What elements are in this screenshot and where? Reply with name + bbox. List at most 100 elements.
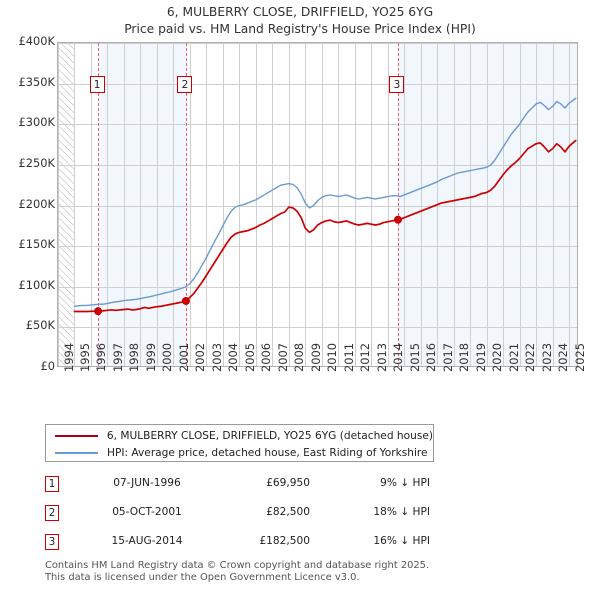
x-axis-tick-label: 2019 — [473, 343, 488, 372]
transaction-date: 15-AUG-2014 — [111, 535, 183, 547]
transaction-price: £182,500 — [259, 535, 310, 547]
x-axis-tick-label: 2013 — [374, 343, 389, 372]
chart-gridline-horizontal — [58, 84, 577, 85]
event-marker-line — [185, 43, 187, 366]
legend-label-property: 6, MULBERRY CLOSE, DRIFFIELD, YO25 6YG (… — [106, 429, 433, 442]
y-axis-tick-label: £50K — [25, 318, 55, 333]
legend-swatch-property — [55, 434, 98, 437]
x-axis-tick-label: 2015 — [407, 343, 422, 372]
x-axis-tick-label: 1998 — [127, 343, 142, 372]
x-axis-tick-label: 2024 — [556, 343, 571, 372]
footer-line-2: This data is licensed under the Open Gov… — [45, 571, 360, 583]
sale-point-marker[interactable] — [94, 307, 103, 316]
chart-gridline-vertical — [206, 43, 207, 366]
x-axis-tick-label: 1997 — [110, 343, 125, 372]
chart-gridline-horizontal — [58, 165, 577, 166]
transaction-index: 1 — [45, 476, 59, 492]
event-marker-line — [98, 43, 100, 366]
footer-line-1: Contains HM Land Registry data © Crown c… — [45, 560, 430, 571]
chart-series-layer — [58, 43, 578, 316]
x-axis-tick-label: 2006 — [259, 343, 274, 372]
x-axis-tick-label: 2014 — [391, 343, 406, 372]
y-axis-labels: £0 £50K £100K £150K £200K £250K £300K £350K £400… — [0, 0, 55, 590]
chart-gridline-vertical — [272, 43, 273, 366]
chart-gridline-vertical — [305, 43, 306, 366]
transaction-price: £82,500 — [266, 506, 310, 518]
chart-gridline-vertical — [239, 43, 240, 366]
x-axis-tick-label: 1996 — [94, 343, 109, 372]
x-axis-tick-label: 2001 — [176, 343, 191, 372]
x-axis-tick-label: 2021 — [506, 343, 521, 372]
y-axis-tick-label: £250K — [18, 155, 55, 170]
y-axis-tick-label: £0 — [40, 359, 56, 373]
event-marker-badge[interactable]: 2 — [177, 76, 193, 93]
transaction-index: 2 — [45, 505, 59, 521]
chart-gridline-vertical — [124, 43, 125, 366]
y-axis-tick-label: £100K — [18, 277, 55, 292]
event-marker-badge[interactable]: 3 — [389, 76, 405, 93]
chart-gridline-vertical — [107, 43, 108, 366]
x-axis-tick-label: 2000 — [160, 343, 175, 372]
chart-gridline-vertical — [470, 43, 471, 366]
y-axis-tick-label: £150K — [18, 237, 55, 252]
chart-gridline-horizontal — [58, 206, 577, 207]
transaction-hpi-delta: 9% ↓ HPI — [380, 477, 430, 489]
chart-gridline-vertical — [355, 43, 356, 366]
chart-gridline-vertical — [536, 43, 537, 366]
x-axis-tick-label: 2022 — [523, 343, 538, 372]
chart-gridline-vertical — [74, 43, 75, 366]
transaction-hpi-delta: 18% ↓ HPI — [373, 506, 430, 518]
event-marker-line — [397, 43, 399, 366]
legend-label-hpi: HPI: Average price, detached house, East… — [107, 446, 428, 459]
page-subtitle: Price paid vs. HM Land Registry's House … — [124, 22, 476, 36]
x-axis-tick-label: 2023 — [539, 343, 554, 372]
chart-gridline-vertical — [91, 43, 92, 366]
transaction-date: 07-JUN-1996 — [113, 477, 181, 489]
chart-gridline-vertical — [223, 43, 224, 366]
x-axis-tick-label: 2003 — [209, 343, 224, 372]
x-axis-tick-label: 2002 — [193, 343, 208, 372]
chart-gridline-horizontal — [58, 124, 577, 125]
y-axis-tick-label: £300K — [18, 115, 55, 130]
y-axis-tick-label: £200K — [18, 196, 55, 211]
x-axis-tick-label: 2005 — [242, 343, 257, 372]
chart-gridline-vertical — [322, 43, 323, 366]
chart-gridline-vertical — [404, 43, 405, 366]
transaction-date: 05-OCT-2001 — [112, 506, 182, 518]
chart-gridline-vertical — [173, 43, 174, 366]
x-axis-tick-label: 2009 — [308, 343, 323, 372]
sale-point-marker[interactable] — [181, 296, 190, 305]
x-axis-tick-label: 2004 — [226, 343, 241, 372]
no-data-hatch-region — [58, 43, 75, 366]
chart-gridline-vertical — [256, 43, 257, 366]
chart-gridline-horizontal — [58, 287, 577, 288]
x-axis-tick-label: 2017 — [440, 343, 455, 372]
y-axis-tick-label: £400K — [18, 34, 55, 48]
legend-swatch-hpi — [55, 451, 98, 454]
chart-gridline-vertical — [569, 43, 570, 366]
chart-gridline-vertical — [371, 43, 372, 366]
x-axis-tick-label: 2007 — [275, 343, 290, 372]
chart-gridline-vertical — [388, 43, 389, 366]
chart-gridline-vertical — [58, 43, 59, 366]
hpi-series-line — [74, 98, 575, 306]
chart-gridline-vertical — [421, 43, 422, 366]
page-title: 6, MULBERRY CLOSE, DRIFFIELD, YO25 6YG — [166, 5, 434, 19]
chart-gridline-vertical — [289, 43, 290, 366]
chart-gridline-vertical — [190, 43, 191, 366]
chart-gridline-vertical — [503, 43, 504, 366]
chart-gridline-vertical — [520, 43, 521, 366]
chart-gridline-vertical — [338, 43, 339, 366]
chart-gridline-horizontal — [58, 327, 577, 328]
x-axis-tick-label: 1995 — [77, 343, 92, 372]
x-axis-tick-label: 1994 — [61, 343, 76, 372]
chart-gridline-vertical — [454, 43, 455, 366]
x-axis-tick-label: 2025 — [572, 343, 587, 372]
chart-shaded-band — [98, 43, 186, 366]
chart-gridline-vertical — [487, 43, 488, 366]
chart-gridline-horizontal — [58, 43, 577, 44]
sale-point-marker[interactable] — [393, 215, 402, 224]
event-marker-badge[interactable]: 1 — [89, 76, 105, 93]
x-axis-tick-label: 2012 — [358, 343, 373, 372]
